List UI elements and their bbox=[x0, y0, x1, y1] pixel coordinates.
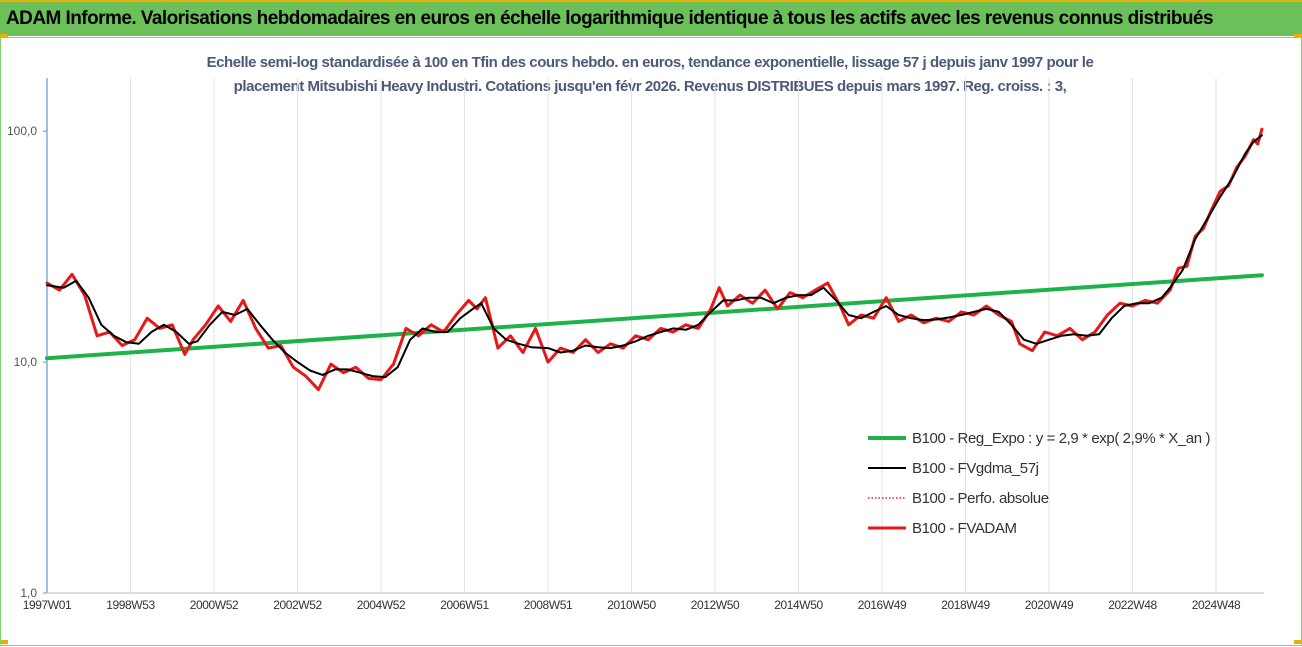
x-tick-label: 2020W49 bbox=[1025, 598, 1074, 612]
corner-accent-right bbox=[1294, 34, 1302, 38]
series-line-4 bbox=[45, 127, 1264, 392]
x-tick-label: 2010W50 bbox=[607, 598, 656, 612]
corner-accent-bottom-right bbox=[1294, 640, 1302, 644]
frame-top-line bbox=[0, 37, 1302, 38]
y-tick-label: 1,0 bbox=[20, 586, 37, 600]
frame-bottom-line bbox=[0, 645, 1302, 646]
x-tick-label: 2024W48 bbox=[1192, 598, 1241, 612]
series-line-3 bbox=[46, 128, 1263, 391]
x-tick-label: 2006W51 bbox=[440, 598, 489, 612]
x-tick-label: 2016W49 bbox=[858, 598, 907, 612]
legend-label: B100 - Perfo. absolue bbox=[912, 490, 1049, 507]
banner-title: ADAM Informe. Valorisations hebdomadaire… bbox=[6, 8, 1214, 29]
frame-left-line bbox=[0, 37, 1, 645]
x-tick-label: 2008W51 bbox=[524, 598, 573, 612]
corner-accent-bottom-left bbox=[0, 640, 8, 644]
header-banner: ADAM Informe. Valorisations hebdomadaire… bbox=[0, 0, 1302, 36]
series-lines bbox=[45, 127, 1264, 392]
legend: B100 - Reg_Expo : y = 2,9 * exp( 2,9% * … bbox=[868, 430, 1211, 537]
x-tick-label: 2018W49 bbox=[941, 598, 990, 612]
y-tick-label: 100,0 bbox=[7, 124, 37, 138]
x-tick-label: 2012W50 bbox=[691, 598, 740, 612]
x-tick-label: 2022W48 bbox=[1108, 598, 1157, 612]
chart-title-line-1: Echelle semi-log standardisée à 100 en T… bbox=[206, 54, 1094, 71]
x-tick-label: 2002W52 bbox=[273, 598, 322, 612]
corner-accent-left bbox=[0, 34, 8, 38]
x-tick-label: 2004W52 bbox=[357, 598, 406, 612]
x-tick-label: 2000W52 bbox=[190, 598, 239, 612]
series-line-2 bbox=[46, 134, 1263, 379]
x-tick-label: 1997W01 bbox=[23, 598, 72, 612]
y-tick-label: 10,0 bbox=[14, 355, 38, 369]
x-tick-label: 1998W53 bbox=[106, 598, 155, 612]
vertical-gridlines bbox=[129, 78, 1217, 593]
legend-label: B100 - FVgdma_57j bbox=[912, 460, 1039, 477]
x-tick-label: 2014W50 bbox=[774, 598, 823, 612]
axes: 1997W01 1998W53 2000W52 2002W52 2004W52 2006W… bbox=[7, 78, 1264, 612]
legend-label: B100 - FVADAM bbox=[912, 520, 1017, 537]
series-line-1 bbox=[45, 273, 1264, 361]
legend-label: B100 - Reg_Expo : y = 2,9 * exp( 2,9% * … bbox=[912, 430, 1210, 447]
chart-title-line-2: placement Mitsubishi Heavy Industri. Cot… bbox=[233, 78, 1067, 95]
